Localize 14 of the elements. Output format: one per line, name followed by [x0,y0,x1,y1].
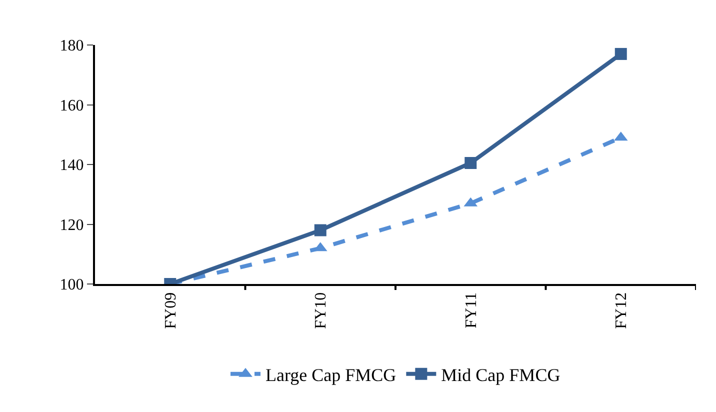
point [464,157,477,170]
y-tick-label: 120 [60,216,84,234]
y-tick-label: 160 [60,97,84,114]
y-tick-label: 100 [60,276,84,294]
y-tick-label: 180 [60,38,84,55]
x-tick-label: FY09 [162,292,180,329]
x-tick-label: FY11 [462,292,480,328]
point [314,224,326,236]
x-tick-label: FY12 [613,292,630,329]
legend-label: Large Cap FMCG [266,364,396,385]
x-tick-label: FY10 [312,292,330,329]
legend-label: Mid Cap FMCG [441,364,560,385]
point [614,48,627,60]
y-tick-label: 140 [60,157,84,174]
